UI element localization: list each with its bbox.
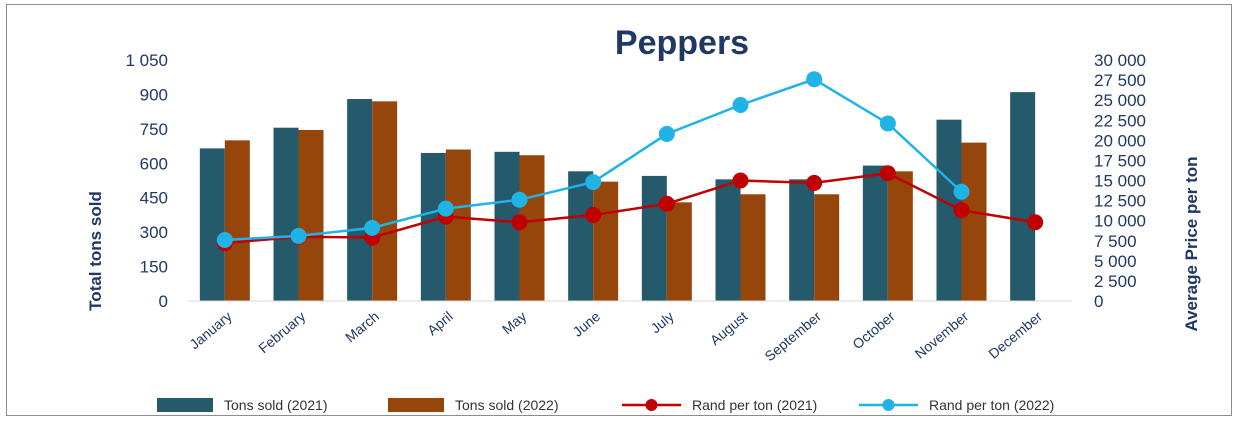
bar-2022 [445,149,471,301]
legend-swatch-marker [882,399,895,411]
line-point [437,200,454,217]
bar-2022 [814,194,840,301]
line-point [511,214,528,231]
line-point [585,207,602,224]
y-tick-label: 450 [140,189,168,208]
bar-2021 [568,171,594,301]
y-tick-label: 0 [159,292,168,311]
line-point [806,174,823,191]
y2-tick-label: 15 000 [1094,172,1146,191]
line-point [879,165,896,182]
line-point [585,174,602,191]
line-point [216,231,233,248]
x-tick-label: October [849,308,898,352]
y2-tick-label: 17 500 [1094,151,1146,170]
y2-tick-label: 2 500 [1094,272,1137,291]
y2-tick-label: 0 [1094,292,1103,311]
legend-label: Rand per ton (2021) [692,397,817,413]
bar-2022 [887,171,913,301]
bar-2021 [273,127,299,301]
bar-2022 [961,142,987,301]
bar-2022 [224,140,250,301]
bar-2022 [740,194,766,301]
bar-2021 [641,175,667,301]
line-point [953,202,970,219]
x-tick-label: May [499,308,530,337]
y2-tick-label: 7 500 [1094,232,1137,251]
chart-frame [6,4,1232,416]
y2-tick-label: 25 000 [1094,91,1146,110]
line-point [732,172,749,189]
chart-title: Peppers [615,24,749,62]
x-tick-label: February [255,308,308,356]
y2-tick-label: 10 000 [1094,212,1146,231]
x-tick-label: April [424,308,456,338]
y-tick-label: 900 [140,85,168,104]
y-tick-label: 600 [140,154,168,173]
line-point [1027,214,1044,231]
bar-2021 [347,99,373,302]
y2-tick-label: 30 000 [1094,51,1146,70]
legend-swatch [157,398,213,412]
y2-tick-label: 22 500 [1094,111,1146,130]
legend-swatch [388,398,444,412]
line-point [953,183,970,200]
bar-2021 [420,152,446,301]
line-point [658,125,675,142]
y-tick-label: 1 050 [125,51,168,70]
line-point [290,227,307,244]
y-axis-title: Total tons sold [86,191,105,311]
bar-2021 [789,179,815,301]
line-point [879,115,896,132]
line-point [511,191,528,208]
bar-2022 [666,202,692,301]
legend-label: Rand per ton (2022) [929,397,1054,413]
y-tick-label: 150 [140,258,168,277]
line-point [806,71,823,88]
x-tick-label: March [342,308,382,345]
x-tick-label: January [186,308,234,352]
bars [188,92,1072,302]
legend-label: Tons sold (2021) [224,397,328,413]
legend-swatch-marker [645,399,658,411]
line-point [732,96,749,113]
x-tick-label: December [985,308,1045,362]
x-tick-label: July [647,308,676,336]
y2-axis-title: Average Price per ton [1182,156,1201,331]
bar-2022 [298,130,324,301]
y-axis-ticks: 0 150 300 450 600 750 900 1 050 [125,51,168,311]
bar-2022 [593,181,619,301]
x-tick-label: June [570,308,604,340]
legend-label: Tons sold (2022) [455,397,559,413]
line-series-2 [224,171,1036,245]
y-tick-label: 750 [140,120,168,139]
x-tick-label: August [707,308,751,348]
y2-tick-label: 20 000 [1094,131,1146,150]
x-tick-label: September [761,308,824,364]
y2-tick-label: 27 500 [1094,71,1146,90]
x-tick-label: November [912,308,972,362]
y-tick-label: 300 [140,223,168,242]
line-point [364,219,381,236]
y2-tick-label: 5 000 [1094,252,1137,271]
bar-2021 [715,179,741,301]
bar-2021 [1010,92,1036,301]
y2-tick-label: 12 500 [1094,192,1146,211]
x-axis-ticks: January February March April May June July Augu… [186,308,1045,364]
bar-2022 [372,101,398,301]
lines [216,71,1044,252]
legend: Tons sold (2021) Tons sold (2022) Rand per… [157,397,1054,413]
bar-2021 [862,165,888,301]
bar-2021 [199,148,225,301]
line-point [658,195,675,212]
